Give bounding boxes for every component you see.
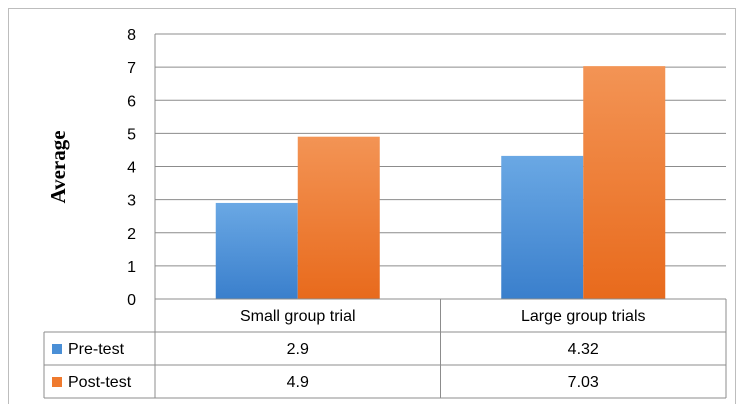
y-tick-label: 5	[127, 126, 136, 143]
bar-pre-test	[501, 155, 584, 299]
legend-label: Post-test	[68, 374, 132, 391]
y-tick-label: 1	[127, 259, 136, 276]
y-axis-ticks: 0 1 2 3 4 5 6 7 8	[127, 27, 136, 309]
x-category-label: Small group trial	[240, 308, 356, 325]
data-table: Small group trial Large group trials Pre-t…	[43, 298, 727, 399]
x-category-label: Large group trials	[521, 308, 646, 325]
y-tick-label: 8	[127, 27, 136, 44]
y-tick-label: 0	[127, 292, 136, 309]
bar-post-test	[297, 136, 380, 299]
y-tick-label: 6	[127, 93, 136, 110]
y-tick-label: 7	[127, 60, 136, 77]
y-tick-label: 3	[127, 193, 136, 210]
data-label: 7.03	[568, 374, 599, 391]
bars	[215, 66, 666, 299]
legend-swatch	[52, 377, 62, 387]
data-label: 2.9	[287, 341, 309, 358]
legend-swatch	[52, 344, 62, 354]
data-label: 4.9	[287, 374, 309, 391]
data-label: 4.32	[568, 341, 599, 358]
legend-label: Pre-test	[68, 341, 125, 358]
bar-pre-test	[215, 202, 298, 299]
y-axis-title: Average	[46, 130, 70, 203]
y-tick-label: 2	[127, 226, 136, 243]
y-tick-label: 4	[127, 160, 136, 177]
bar-post-test	[583, 66, 666, 299]
